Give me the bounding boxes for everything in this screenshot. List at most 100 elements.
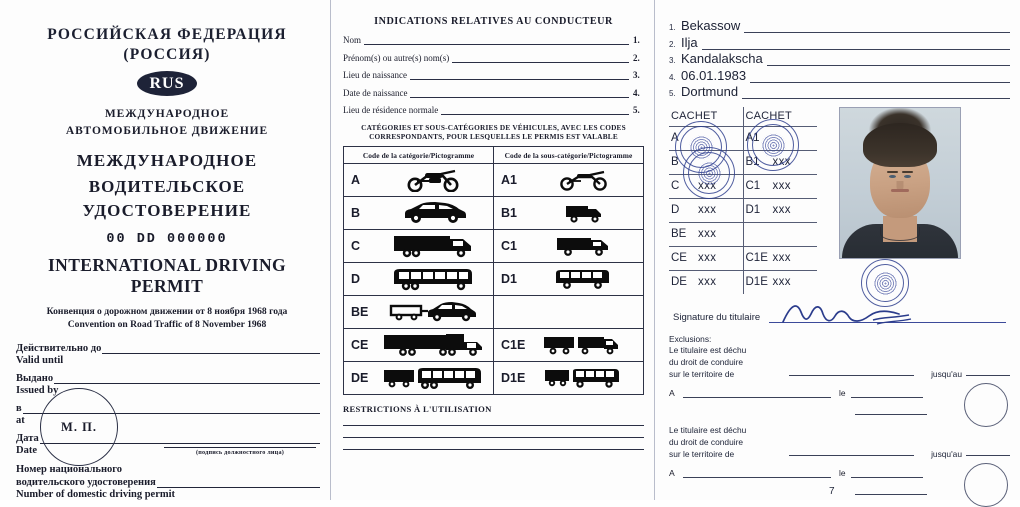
header-subcategory: Code de la sous-catégorie/Pictogramme [493,146,644,165]
field-at-line[interactable] [22,403,320,414]
exclusion-1-stamp-placeholder [964,383,1008,427]
field-issued-by-ru: Выдано [16,372,54,384]
table-row: BE xxx [669,222,817,247]
cachet-subcode: C1 [745,180,761,192]
field-domestic-permit: Номер национального водительского удосто… [16,463,320,501]
category-code: B [351,206,361,221]
cachet-value: xxx [698,204,717,216]
country-code-emblem: RUS [14,71,320,96]
title-ru-line2: ВОДИТЕЛЬСКОЕ УДОСТОВЕРЕНИЕ [82,177,252,220]
driver-field-birthplace: Lieu de naissance 3. [343,70,644,80]
permit-number: 00 DD 000000 [106,231,228,247]
field-date-line[interactable] [39,433,320,444]
cell-category-B: B [343,196,494,231]
photo-area [817,107,1010,307]
exclusion-1-line2: du droit de conduire [669,356,744,367]
left-page: РОССИЙСКАЯ ФЕДЕРАЦИЯ (РОССИЯ) RUS МЕЖДУН… [0,0,331,500]
driver-field-birthplace-line[interactable] [409,70,629,80]
exclusions-title: Exclusions: [669,334,712,344]
holder-surname-line[interactable] [744,19,1010,33]
holder-birthplace-line[interactable] [766,52,1010,66]
signature-label: Signature du titulaire [673,312,761,323]
page-number: 7 [829,485,835,497]
categories-heading: CATÉGORIES ET SOUS-CATÉGORIES DE VÉHICUL… [343,123,644,143]
driver-field-birthdate-label: Date de naissance [343,87,408,98]
official-signature-field: (подпись должностного лица) [164,446,316,456]
exclusion-1-a-line[interactable] [683,389,831,398]
exclusion-2-territory-line[interactable] [789,454,914,456]
holder-surname: 1. Bekassow [669,18,1010,33]
seal-and-signature-area: М. П. (подпись должностного лица) [16,388,320,480]
moped-icon [531,169,643,191]
cell-category-DE: DE [343,361,494,396]
light-truck-icon [531,234,643,258]
exclusion-2-date-line-2[interactable] [855,486,927,495]
cell-subcategory-C1: C1 [493,229,644,264]
driver-field-birthdate-line[interactable] [410,88,629,98]
driver-field-surname-line[interactable] [364,35,629,45]
cachet-value: xxx [698,228,717,240]
official-signature-caption: (подпись должностного лица) [195,449,285,456]
seal-placeholder: М. П. [40,388,118,466]
driver-field-surname-label: Nom [343,35,361,45]
exclusion-1-territory-line[interactable] [789,375,914,376]
holder-birthdate-line[interactable] [750,69,1010,83]
truck-trailer-icon [381,332,495,358]
field-date-ru: Дата [16,432,39,444]
official-signature-line[interactable] [164,446,316,448]
field-at-en: at [16,414,25,426]
holder-photo [839,107,961,259]
holder-birthdate-value: 06.01.1983 [681,67,747,83]
holder-birthdate-number: 4. [669,72,676,82]
category-code: D [351,272,361,287]
minibus-icon [531,267,643,291]
exclusion-2-date-line[interactable] [850,469,923,478]
cachet-cell-DE: DE xxx [669,270,744,294]
field-valid-until-ru: Действительно до [16,342,102,354]
table-row: CE xxx C1E xxx [669,246,817,271]
exclusion-2-row-a: A le [669,468,1010,478]
restrictions-line-2[interactable] [343,437,644,439]
driver-field-givenname-label: Prénom(s) ou autre(s) nom(s) [343,52,450,63]
field-valid-until-line[interactable] [102,343,320,354]
convention-ru: Конвенция о дорожном движении от 8 ноябр… [46,305,288,317]
cachet-code: DE [671,276,687,289]
exclusion-2-until-line[interactable] [966,454,1010,456]
car-trailer-icon [381,300,493,324]
cell-subcategory-A1: A1 [493,163,644,198]
exclusion-2-stamp-placeholder [964,462,1008,507]
cachet-code: D [671,204,680,216]
category-code: DE [351,371,369,386]
restrictions-line-3[interactable] [343,449,644,451]
holder-residence-number: 5. [669,89,676,98]
driver-field-residence-line[interactable] [441,105,629,115]
field-domestic-permit-line[interactable] [156,477,320,488]
truck-icon [381,233,493,259]
holder-birthplace-value: Kandalakscha [681,51,763,66]
cachet-cell-CE: CE xxx [669,246,744,271]
exclusion-1-date-line[interactable] [850,389,923,398]
exclusion-1-until-line[interactable] [966,375,1010,376]
driver-field-givenname-line[interactable] [452,53,629,63]
cachet-cell-blank [743,222,817,247]
exclusion-1-until-label: jusqu'au [931,369,962,379]
exclusion-1-date-line-2[interactable] [855,406,927,415]
subcategory-code: D1 [501,272,517,287]
holder-givenname-line[interactable] [701,36,1010,50]
exclusion-2-a-line[interactable] [683,469,831,478]
field-domestic-permit-ru2: водительского удостоверения [16,476,156,488]
restrictions-line-1[interactable] [343,425,644,427]
small-truck-icon [531,202,643,224]
cell-category-D: D [343,262,494,297]
exclusion-1-le-label: le [839,387,846,398]
holder-residence-line[interactable] [742,85,1010,99]
table-row: BE [343,295,644,330]
table-row: C [343,229,644,264]
holder-givenname: 2. Ilja [669,35,1010,50]
field-issued-by-line[interactable] [54,373,320,384]
cell-category-CE: CE [343,328,495,363]
cachet-header-row: CACHET CACHET [669,107,817,127]
holder-birthplace: 3. Kandalakscha [669,51,1010,66]
